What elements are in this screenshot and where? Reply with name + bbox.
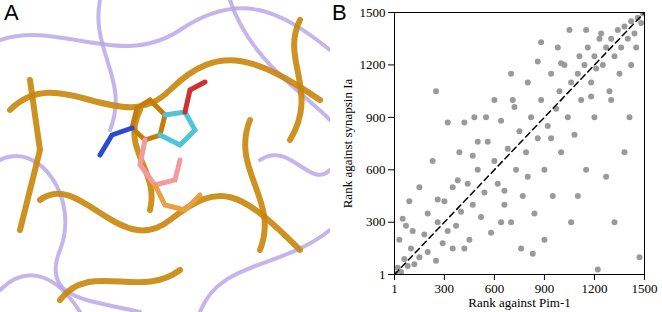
svg-text:600: 600 (485, 281, 505, 296)
svg-text:900: 900 (366, 110, 386, 125)
svg-text:900: 900 (535, 281, 555, 296)
svg-text:1500: 1500 (360, 5, 386, 20)
svg-text:1200: 1200 (360, 57, 386, 72)
svg-text:1: 1 (379, 267, 386, 282)
svg-text:1500: 1500 (632, 281, 658, 296)
svg-text:Rank against Pim-1: Rank against Pim-1 (468, 295, 571, 310)
svg-text:600: 600 (366, 162, 386, 177)
html-text:A: A (4, 0, 19, 25)
svg-text:1200: 1200 (581, 281, 607, 296)
svg-text:Rank against synapsin Ia: Rank against synapsin Ia (340, 78, 355, 208)
svg-text:300: 300 (435, 281, 455, 296)
svg-text:300: 300 (366, 214, 386, 229)
html-text:B: B (332, 0, 347, 25)
svg-text:1: 1 (391, 281, 398, 296)
